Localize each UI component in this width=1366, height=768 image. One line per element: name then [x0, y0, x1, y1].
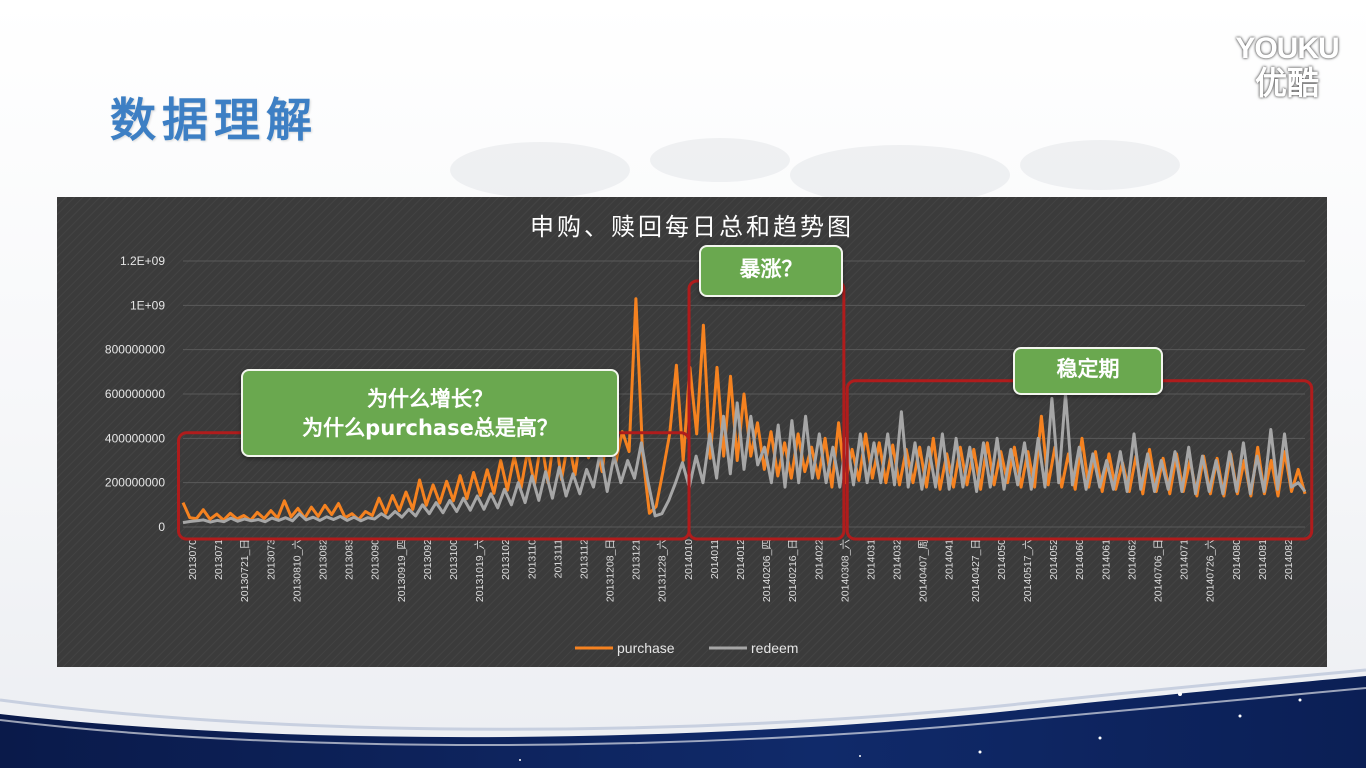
legend-label-purchase: purchase	[617, 640, 675, 656]
x-tick-label: 2013092	[422, 539, 434, 580]
x-tick-label: 20140308_六	[839, 539, 851, 602]
x-tick-label: 2013121	[631, 539, 643, 580]
x-tick-label: 2013082	[318, 539, 330, 580]
y-tick-label: 400000000	[105, 431, 165, 445]
x-tick-label: 2014032	[892, 539, 904, 580]
logo-text-chinese: 优酷	[1254, 64, 1319, 102]
x-tick-label: 2014031	[865, 539, 877, 580]
logo-text-latin: YOUKU	[1235, 32, 1339, 65]
world-map-watermark	[450, 138, 1180, 205]
x-tick-label: 2014052	[1048, 539, 1060, 580]
x-tick-label: 20131208_日	[605, 539, 617, 602]
x-tick-label: 20140726_六	[1205, 539, 1217, 602]
x-tick-label: 20140407_周	[918, 539, 930, 602]
callout-growth: 为什么增长？ 为什么purchase总是高？	[241, 369, 619, 457]
chart-panel: 申购、赎回每日总和趋势图 0 200000000 400000000 60000000…	[57, 197, 1327, 667]
series-line-redeem	[182, 392, 1307, 525]
x-tick-label: 2014081	[1257, 539, 1269, 580]
slide-title: 数据理解	[110, 93, 318, 147]
legend: purchase redeem	[575, 640, 798, 656]
x-tick-label: 2014060	[1074, 539, 1086, 580]
series-lines	[181, 297, 1307, 525]
y-tick-label: 200000000	[105, 476, 165, 490]
x-tick-label: 20140517_六	[1022, 539, 1034, 602]
y-tick-label: 0	[158, 520, 165, 534]
legend-label-redeem: redeem	[751, 640, 798, 656]
x-tick-label: 2014050	[996, 539, 1008, 580]
x-tick-label: 20140206_四	[761, 539, 773, 602]
x-tick-label: 2013073	[265, 539, 277, 580]
y-axis-ticks: 0 200000000 400000000 600000000 800000000 1E+…	[105, 254, 165, 534]
x-tick-label: 2013102	[500, 539, 512, 580]
x-tick-label: 2014071	[1179, 539, 1191, 580]
x-tick-label: 2014011	[709, 539, 721, 579]
callout-surge-text: 暴涨？	[739, 257, 803, 281]
x-tick-label: 2014080	[1231, 539, 1243, 580]
x-tick-label: 2013071	[213, 539, 225, 580]
x-axis-ticks: 2013070 2013071 20130721_日 2013073 20130810_…	[187, 539, 1295, 602]
callout-growth-line2: 为什么purchase总是高？	[302, 416, 558, 440]
y-tick-label: 600000000	[105, 387, 165, 401]
y-tick-label: 1E+09	[130, 298, 165, 312]
callout-stable: 稳定期	[1013, 347, 1163, 395]
x-tick-label: 2013100	[448, 539, 460, 580]
x-tick-label: 2014061	[1100, 539, 1112, 580]
callout-stable-text: 稳定期	[1056, 357, 1120, 381]
chart-title: 申购、赎回每日总和趋势图	[530, 213, 854, 241]
callout-surge: 暴涨？	[699, 245, 843, 297]
x-tick-label: 2013112	[578, 539, 590, 579]
x-tick-label: 2013110	[526, 539, 538, 579]
x-tick-label: 20130721_日	[239, 539, 251, 602]
x-tick-label: 2014010	[683, 539, 695, 580]
x-tick-label: 20131019_六	[474, 539, 486, 602]
youku-logo: YOUKU 优酷	[1232, 32, 1342, 103]
y-tick-label: 800000000	[105, 343, 165, 357]
y-tick-label: 1.2E+09	[120, 254, 165, 268]
x-tick-label: 20130810_六	[291, 539, 303, 602]
x-tick-label: 2014012	[735, 539, 747, 580]
x-tick-label: 2013111	[552, 539, 564, 578]
x-tick-label: 2014082	[1283, 539, 1295, 580]
x-tick-label: 2013070	[187, 539, 199, 580]
x-tick-label: 2014022	[813, 539, 825, 580]
x-tick-label: 2013083	[344, 539, 356, 580]
footer-wave-decoration	[0, 668, 1366, 768]
x-tick-label: 20140427_日	[970, 539, 982, 602]
x-tick-label: 20130919_四	[396, 539, 408, 602]
x-tick-label: 2014041	[944, 539, 956, 580]
x-tick-label: 20140216_日	[787, 539, 799, 602]
series-line-purchase	[181, 297, 1307, 522]
x-tick-label: 20140706_日	[1152, 539, 1164, 602]
x-tick-label: 2013090	[370, 539, 382, 580]
x-tick-label: 20131228_六	[657, 539, 669, 602]
callout-growth-line1: 为什么增长？	[367, 387, 493, 411]
x-tick-label: 2014062	[1126, 539, 1138, 580]
